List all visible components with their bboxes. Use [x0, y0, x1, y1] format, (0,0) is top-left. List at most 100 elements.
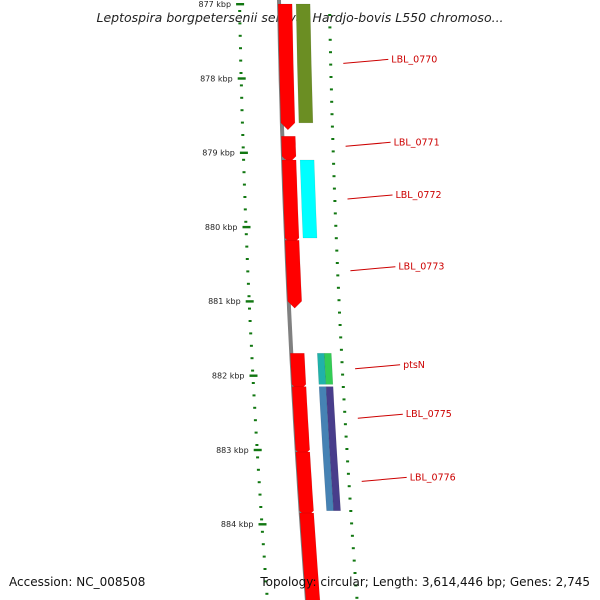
gc-dash-left [259, 506, 263, 508]
gene-label: LBL_0771 [394, 137, 440, 148]
gc-dash-left [251, 382, 255, 384]
gc-dash-right [346, 472, 350, 475]
kbp-ruler: 877 kbp 878 kbp 879 kbp 880 kbp 881 kbp 882 k… [198, 0, 267, 529]
gc-dash-left [255, 444, 259, 446]
gc-dash-left [239, 84, 243, 87]
gc-dash-right [352, 559, 356, 562]
gc-dash-right [350, 522, 354, 525]
gc-dash-left [250, 357, 254, 360]
gene-label-leader [345, 141, 391, 147]
gc-dash-right [338, 311, 341, 314]
gene-label-leader [350, 266, 396, 272]
ruler-tick [236, 3, 245, 6]
gc-dash-left [240, 96, 244, 99]
gc-dash-right [329, 51, 332, 54]
gc-dash-right [347, 485, 351, 488]
gene-label: ptsN [403, 360, 425, 371]
gc-dash-right [334, 237, 338, 240]
ruler-tick [245, 300, 254, 303]
gc-dash-left [244, 220, 248, 223]
gc-dash-left [256, 468, 260, 471]
gc-dash-left [254, 431, 258, 434]
gc-dash-right [334, 224, 338, 227]
gc-dash-left [256, 456, 260, 459]
gc-dash-right [336, 286, 340, 289]
gc-content-track [238, 10, 359, 599]
gc-dash-right [355, 596, 359, 599]
gene-label: LBL_0772 [396, 190, 442, 201]
cds-arrow [299, 512, 321, 600]
ruler-tick-label: 879 kbp [202, 149, 235, 158]
ruler-tick-label: 878 kbp [200, 74, 233, 83]
gc-dash-right [339, 348, 343, 351]
ruler-tick-label: 884 kbp [221, 520, 254, 529]
ruler-tick [242, 225, 251, 229]
gene-label: LBL_0775 [406, 409, 452, 420]
gc-dash-right [328, 14, 332, 16]
gc-dash-left [239, 72, 243, 74]
gc-dash-right [344, 435, 348, 438]
gc-dash-left [248, 320, 252, 322]
gc-dash-left [238, 10, 242, 12]
gc-dash-right [329, 88, 333, 91]
gene-label: LBL_0770 [391, 54, 437, 65]
ruler-tick-label: 881 kbp [208, 297, 241, 306]
gc-dash-left [238, 34, 242, 37]
gc-dash-left [252, 394, 256, 397]
gene-label-leader [355, 364, 401, 370]
gc-dash-left [258, 493, 262, 496]
gc-dash-left [238, 22, 242, 25]
cog-bar [324, 352, 334, 385]
gc-dash-left [263, 568, 267, 570]
ruler-tick [237, 77, 246, 80]
gene-label-leader [361, 476, 407, 482]
gc-dash-left [241, 146, 245, 149]
gc-dash-right [348, 497, 352, 500]
gc-dash-left [241, 134, 245, 136]
genome-stats-text: Topology: circular; Length: 3,614,446 bp… [260, 575, 590, 589]
gc-dash-left [240, 109, 244, 112]
gc-dash-right [335, 262, 339, 264]
gc-dash-right [332, 175, 336, 178]
gc-dash-right [343, 410, 347, 413]
gc-dash-right [333, 212, 337, 215]
gc-dash-left [242, 158, 246, 161]
cds-arrow [284, 240, 302, 309]
gc-dash-right [341, 386, 345, 388]
gc-dash-left [257, 481, 261, 484]
gc-dash-left [246, 270, 250, 273]
gc-dash-right [331, 138, 335, 140]
ruler-tick [239, 151, 248, 154]
gc-dash-left [248, 307, 251, 310]
gc-dash-left [249, 344, 253, 347]
cog-bar [295, 3, 314, 124]
ruler-tick [253, 448, 262, 452]
gc-dash-left [261, 543, 265, 546]
gc-dash-right [337, 299, 341, 302]
gc-dash-right [332, 187, 336, 190]
gc-dash-right [328, 26, 332, 29]
gc-dash-right [329, 76, 333, 78]
cds-arrow [277, 3, 296, 131]
gene-label: LBL_0776 [410, 472, 456, 483]
cds-track [277, 3, 321, 600]
cog-track [295, 3, 341, 511]
gc-dash-left [247, 295, 251, 298]
gc-dash-right [329, 63, 333, 66]
gc-dash-right [351, 547, 355, 550]
gc-dash-right [331, 150, 335, 153]
cog-bar [325, 386, 341, 511]
gc-dash-left [245, 245, 249, 248]
ruler-tick [258, 523, 267, 526]
gc-dash-right [330, 113, 334, 116]
ruler-tick-label: 877 kbp [198, 0, 231, 9]
cog-bar [299, 159, 318, 239]
gc-dash-right [353, 572, 357, 574]
gc-dash-left [239, 47, 242, 50]
gc-dash-left [249, 332, 253, 335]
gc-dash-left [243, 196, 247, 198]
gc-dash-left [262, 555, 266, 558]
gene-labels: LBL_0770 LBL_0771 LBL_0772 LBL_0773 ptsN LBL_… [343, 54, 456, 483]
gc-dash-right [338, 324, 342, 326]
